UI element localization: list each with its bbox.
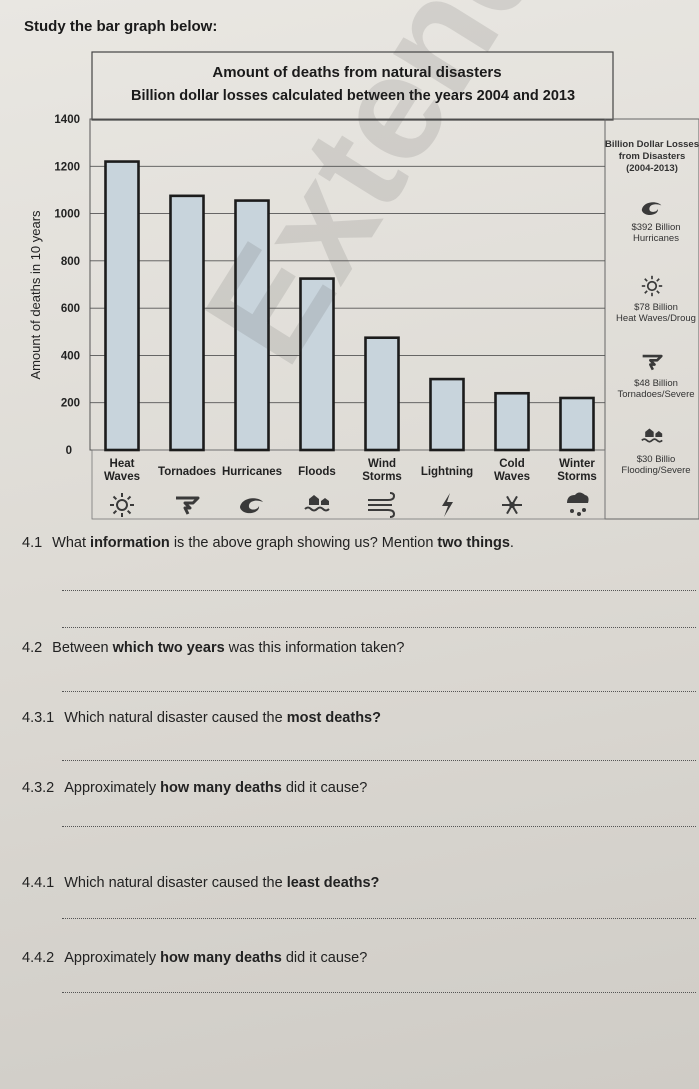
y-tick-label: 400 [61, 350, 80, 362]
question-text: which two years [112, 640, 225, 656]
sun-icon [110, 493, 134, 517]
x-tick-label: Storms [362, 471, 402, 483]
legend-entry-text: $48 Billion [634, 378, 678, 389]
question-4-4-2: 4.4.2 Approximately how many deaths did i… [22, 950, 367, 966]
x-tick-label: Heat [110, 458, 135, 470]
legend-title: Billion Dollar Losses [605, 139, 699, 150]
category-panel [91, 449, 606, 520]
x-tick-label: Lightning [421, 466, 473, 478]
y-tick-label: 1400 [54, 114, 80, 126]
x-tick-label: Tornadoes [158, 466, 216, 478]
x-tick-label: Waves [104, 471, 140, 483]
legend-entry-text: Flooding/Severe [621, 465, 690, 476]
y-tick-label: 1200 [54, 161, 80, 173]
question-text: What [52, 535, 91, 551]
question-4-3-2: 4.3.2 Approximately how many deaths did i… [22, 780, 367, 796]
y-tick-label: 0 [66, 445, 72, 457]
lightning-icon [442, 493, 453, 517]
y-tick-label: 200 [61, 398, 80, 410]
question-text: Approximately [64, 950, 161, 966]
question-4-3-1: 4.3.1 Which natural disaster caused the m… [22, 710, 381, 726]
answer-line[interactable] [62, 691, 696, 692]
legend-entry-text: Tornadoes/Severe [617, 389, 694, 400]
y-tick-label: 1000 [54, 209, 80, 221]
answer-line[interactable] [62, 826, 696, 827]
chart-subtitle: Billion dollar losses calculated between… [131, 88, 575, 104]
bar [234, 199, 270, 452]
x-tick-label: Cold [499, 458, 525, 470]
hurricane-icon [240, 498, 263, 514]
question-text: did it cause? [281, 780, 368, 796]
question-text: Which natural disaster caused the [64, 875, 287, 891]
question-text: Which natural disaster caused the [64, 710, 287, 726]
y-axis-label: Amount of deaths in 10 years [28, 210, 43, 380]
x-tick-label: Hurricanes [222, 466, 282, 478]
question-text: most deaths? [286, 710, 381, 726]
question-number: 4.3.2 [22, 780, 55, 796]
answer-line[interactable] [62, 918, 696, 919]
title-box [91, 51, 614, 121]
legend-entry-text: Heat Waves/Droug [616, 313, 696, 324]
question-text: least deaths? [286, 875, 380, 891]
answer-line[interactable] [62, 992, 696, 993]
legend-title: (2004-2013) [626, 163, 678, 174]
tornado-icon [642, 354, 663, 371]
y-tick-label: 800 [61, 256, 80, 268]
chart-title: Amount of deaths from natural disasters [212, 64, 501, 81]
question-number: 4.2 [22, 640, 43, 656]
wind-icon [368, 492, 396, 518]
hurricane-icon [641, 202, 662, 215]
question-text: Approximately [64, 780, 161, 796]
question-text: . [509, 535, 514, 551]
y-tick-label: 600 [61, 303, 80, 315]
bar-chart: Amount of deaths from natural disasters B… [28, 51, 699, 520]
question-number: 4.4.1 [22, 875, 55, 891]
question-number: 4.1 [22, 535, 43, 551]
x-tick-label: Waves [494, 471, 530, 483]
sun-icon [641, 275, 663, 297]
bar [104, 160, 140, 452]
question-text: two things [437, 535, 510, 551]
intro-text: Study the bar graph below: [24, 18, 218, 35]
answer-line[interactable] [62, 627, 696, 628]
bar [494, 391, 530, 452]
legend-panel [604, 118, 699, 520]
answer-line[interactable] [62, 590, 696, 591]
legend-entry-text: $78 Billion [634, 302, 678, 313]
question-text: how many deaths [160, 950, 282, 966]
x-tick-label: Storms [557, 471, 597, 483]
bar [299, 277, 335, 452]
legend-entry-text: $30 Billio [637, 454, 676, 465]
question-4-2: 4.2 Between which two years was this info… [22, 640, 404, 656]
flood-icon [641, 428, 663, 443]
legend-title: from Disasters [619, 151, 686, 162]
flood-icon [304, 495, 330, 512]
legend-entry-text: $392 Billion [631, 222, 680, 233]
question-number: 4.4.2 [22, 950, 55, 966]
bar [559, 396, 595, 452]
bar [429, 377, 465, 452]
bar [169, 194, 205, 452]
question-text: was this information taken? [224, 640, 405, 656]
question-text: how many deaths [160, 780, 282, 796]
bar [364, 336, 400, 452]
question-text: did it cause? [281, 950, 368, 966]
question-text: information [90, 535, 170, 551]
x-tick-label: Wind [368, 458, 396, 470]
x-tick-label: Floods [298, 466, 336, 478]
snowflake-icon [502, 495, 522, 515]
question-text: Between [52, 640, 113, 656]
tornado-icon [176, 496, 200, 515]
question-4-1: 4.1 What information is the above graph s… [22, 535, 514, 551]
answer-line[interactable] [62, 760, 696, 761]
x-tick-label: Winter [559, 458, 595, 470]
winter-storm-icon [567, 492, 589, 516]
legend-entry-text: Hurricanes [633, 233, 679, 244]
question-4-4-1: 4.4.1 Which natural disaster caused the l… [22, 875, 379, 891]
question-text: is the above graph showing us? Mention [169, 535, 438, 551]
question-number: 4.3.1 [22, 710, 55, 726]
